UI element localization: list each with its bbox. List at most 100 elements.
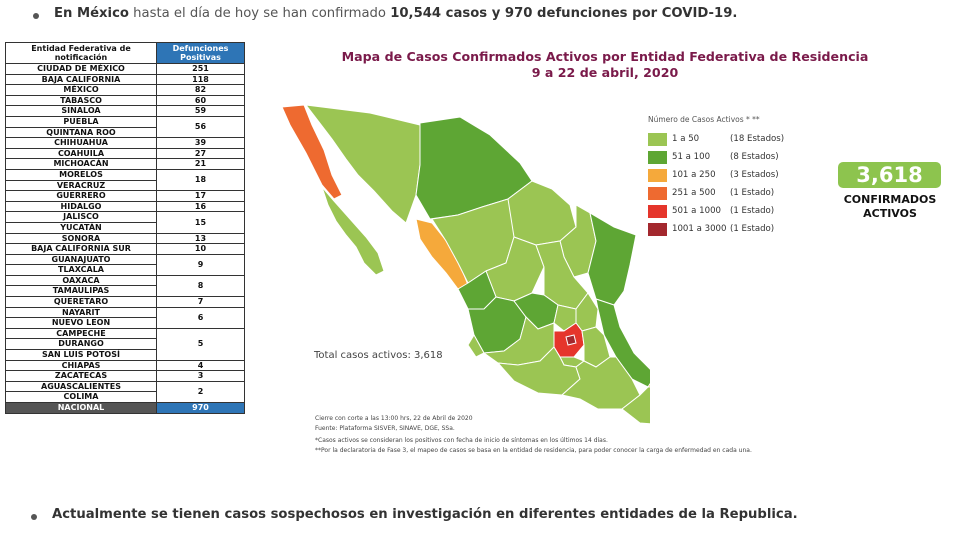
legend-swatch [648, 151, 667, 164]
legend-range: 1 a 50 [672, 134, 700, 144]
table-row: ZACATECAS 3 [5, 370, 245, 382]
state-cell: OAXACA [5, 274, 157, 287]
deaths-cell: 56 [156, 115, 245, 139]
total-label: NACIONAL [5, 402, 157, 414]
state-cell: CIUDAD DE MÉXICO [5, 63, 157, 75]
state-cell: HIDALGO [5, 200, 157, 213]
table-row: CIUDAD DE MÉXICO 251 [5, 63, 245, 75]
legend-range: 251 a 500 [672, 188, 716, 198]
state-cell: ZACATECAS [5, 370, 157, 382]
table-row: OAXACA 8 [5, 274, 245, 298]
state-cell: VERACRUZ [5, 179, 157, 192]
deaths-cell: 9 [156, 253, 245, 276]
footer-text: Actualmente se tienen casos sospechosos … [52, 507, 798, 522]
map-state-tamaulipas [587, 211, 637, 306]
table-row: BAJA CALIFORNIA 118 [5, 73, 245, 86]
state-cell: NAYARIT [5, 306, 157, 319]
summary-text: hasta el día de hoy se han confirmado [128, 6, 391, 21]
deaths-cell: 10 [156, 243, 245, 255]
total-value: 970 [156, 402, 245, 414]
table-row: TLAXCALA [5, 264, 245, 276]
mexico-map [281, 104, 650, 425]
deaths-cell: 2 [156, 380, 245, 404]
map-state-colima [467, 334, 485, 358]
table-row: PUEBLA 56 [5, 115, 245, 139]
table-row: CHIHUAHUA 39 [5, 137, 245, 149]
state-cell: YUCATÁN [5, 221, 157, 234]
table-row: MICHOACÁN 21 [5, 158, 245, 170]
map-state-baja-california-sur [321, 186, 385, 276]
table-row: NUEVO LEON [5, 317, 245, 329]
table-header-deaths: Defunciones Positivas [156, 42, 245, 64]
deaths-cell: 5 [156, 327, 245, 361]
table-row: NAYARIT 6 [5, 306, 245, 329]
map-state-baja-california [281, 104, 343, 200]
map-state-cdmx [565, 334, 577, 346]
legend-swatch [648, 223, 667, 236]
confirmed-active-label: CONFIRMADOS ACTIVOS [820, 193, 955, 221]
legend-swatch [648, 187, 667, 200]
confirmed-active-badge: 3,618 [838, 162, 941, 188]
deaths-cell: 21 [156, 158, 245, 170]
total-active-cases: Total casos activos: 3,618 [314, 350, 443, 361]
map-state-chiapas [621, 386, 650, 425]
deaths-cell: 8 [156, 274, 245, 298]
legend-range: 101 a 250 [672, 170, 716, 180]
table-row: TAMAULIPAS [5, 285, 245, 298]
table-row: MORELOS 18 [5, 168, 245, 192]
deaths-cell: 60 [156, 94, 245, 107]
state-cell: MORELOS [5, 168, 157, 181]
legend-swatch [648, 133, 667, 146]
deaths-cell: 59 [156, 105, 245, 117]
badge-label-line2: ACTIVOS [863, 207, 917, 220]
state-cell: NUEVO LEON [5, 317, 157, 329]
legend-count: (8 Estados) [730, 152, 779, 162]
legend-count: (18 Estados) [730, 134, 785, 144]
table-row: SINALOA 59 [5, 105, 245, 117]
deaths-cell: 82 [156, 84, 245, 96]
deaths-cell: 15 [156, 211, 245, 234]
state-cell: COAHUILA [5, 147, 157, 160]
deaths-cell: 251 [156, 63, 245, 75]
deaths-cell: 3 [156, 370, 245, 382]
map-title: Mapa de Casos Confirmados Activos por En… [341, 49, 869, 64]
map-subtitle: 9 a 22 de abril, 2020 [531, 65, 679, 80]
table-row: CAMPECHE 5 [5, 327, 245, 361]
state-cell: GUANAJUATO [5, 253, 157, 266]
bullet-icon [33, 13, 39, 19]
table-row: GUANAJUATO 9 [5, 253, 245, 276]
legend-range: 501 a 1000 [672, 206, 722, 216]
table-row: COAHUILA 27 [5, 147, 245, 160]
table-total-row: NACIONAL 970 [5, 402, 245, 414]
table-row: HIDALGO 16 [5, 200, 245, 213]
state-cell: JALISCO [5, 211, 157, 223]
state-cell: TLAXCALA [5, 264, 157, 276]
legend-swatch [648, 169, 667, 182]
summary-cases: 10,544 casos y 970 defunciones por COVID… [390, 6, 738, 21]
map-state-tabasco [646, 383, 650, 388]
state-cell: CAMPECHE [5, 327, 157, 340]
legend-swatch [648, 205, 667, 218]
state-cell: DURANGO [5, 338, 157, 351]
deaths-cell: 6 [156, 306, 245, 329]
table-row: AGUASCALIENTES 2 [5, 380, 245, 404]
map-state-sonora [304, 104, 421, 224]
state-cell: MICHOACÁN [5, 158, 157, 170]
state-cell: BAJA CALIFORNIA SUR [5, 243, 157, 255]
state-cell: QUINTANA ROO [5, 126, 157, 139]
table-row: JALISCO 15 [5, 211, 245, 234]
badge-label-line1: CONFIRMADOS [843, 193, 937, 206]
state-cell: MÉXICO [5, 84, 157, 96]
note-line: *Casos activos se consideran los positiv… [315, 437, 608, 444]
table-row: COLIMA [5, 391, 245, 403]
summary-prefix: En México [54, 6, 129, 21]
legend-count: (1 Estado) [730, 224, 775, 234]
table-row: SONORA 13 [5, 232, 245, 245]
state-cell: SINALOA [5, 105, 157, 117]
summary-line: En México hasta el día de hoy se han con… [54, 6, 737, 21]
state-cell: TAMAULIPAS [5, 285, 157, 298]
legend-range: 51 a 100 [672, 152, 711, 162]
legend-title: Número de Casos Activos * ** [648, 115, 760, 124]
note-line: Fuente: Plataforma SISVER, SINAVE, DGE, … [315, 425, 455, 432]
state-cell: CHIAPAS [5, 359, 157, 372]
